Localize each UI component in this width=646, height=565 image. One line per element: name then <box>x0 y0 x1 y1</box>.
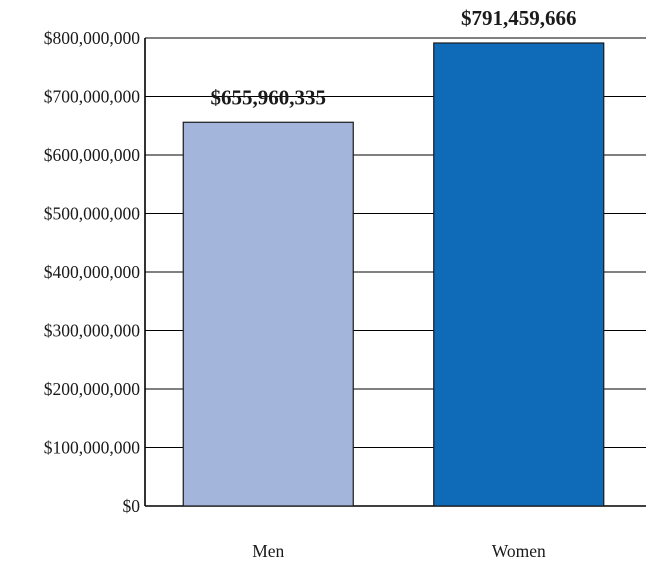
data-labels: $655,960,335 $791,459,666 <box>211 6 577 109</box>
y-tick-label: $500,000,000 <box>44 204 141 224</box>
category-label-men: Men <box>252 541 284 561</box>
y-tick-label: $300,000,000 <box>44 321 141 341</box>
data-label-men: $655,960,335 <box>211 85 327 109</box>
y-tick-label: $700,000,000 <box>44 87 141 107</box>
data-label-women: $791,459,666 <box>461 6 577 30</box>
y-tick-label: $800,000,000 <box>44 28 141 48</box>
y-tick-label: $200,000,000 <box>44 379 141 399</box>
y-tick-label: $0 <box>123 496 141 516</box>
bar-women <box>433 42 605 507</box>
y-tick-label: $100,000,000 <box>44 438 141 458</box>
y-tick-label: $600,000,000 <box>44 145 141 165</box>
bars <box>182 42 605 507</box>
bar-men <box>182 121 354 507</box>
x-axis-category-labels: Men Women <box>252 541 546 561</box>
y-axis-tick-labels: $0 $100,000,000 $200,000,000 $300,000,000 $4… <box>44 28 141 516</box>
category-label-women: Women <box>492 541 546 561</box>
y-tick-label: $400,000,000 <box>44 262 141 282</box>
